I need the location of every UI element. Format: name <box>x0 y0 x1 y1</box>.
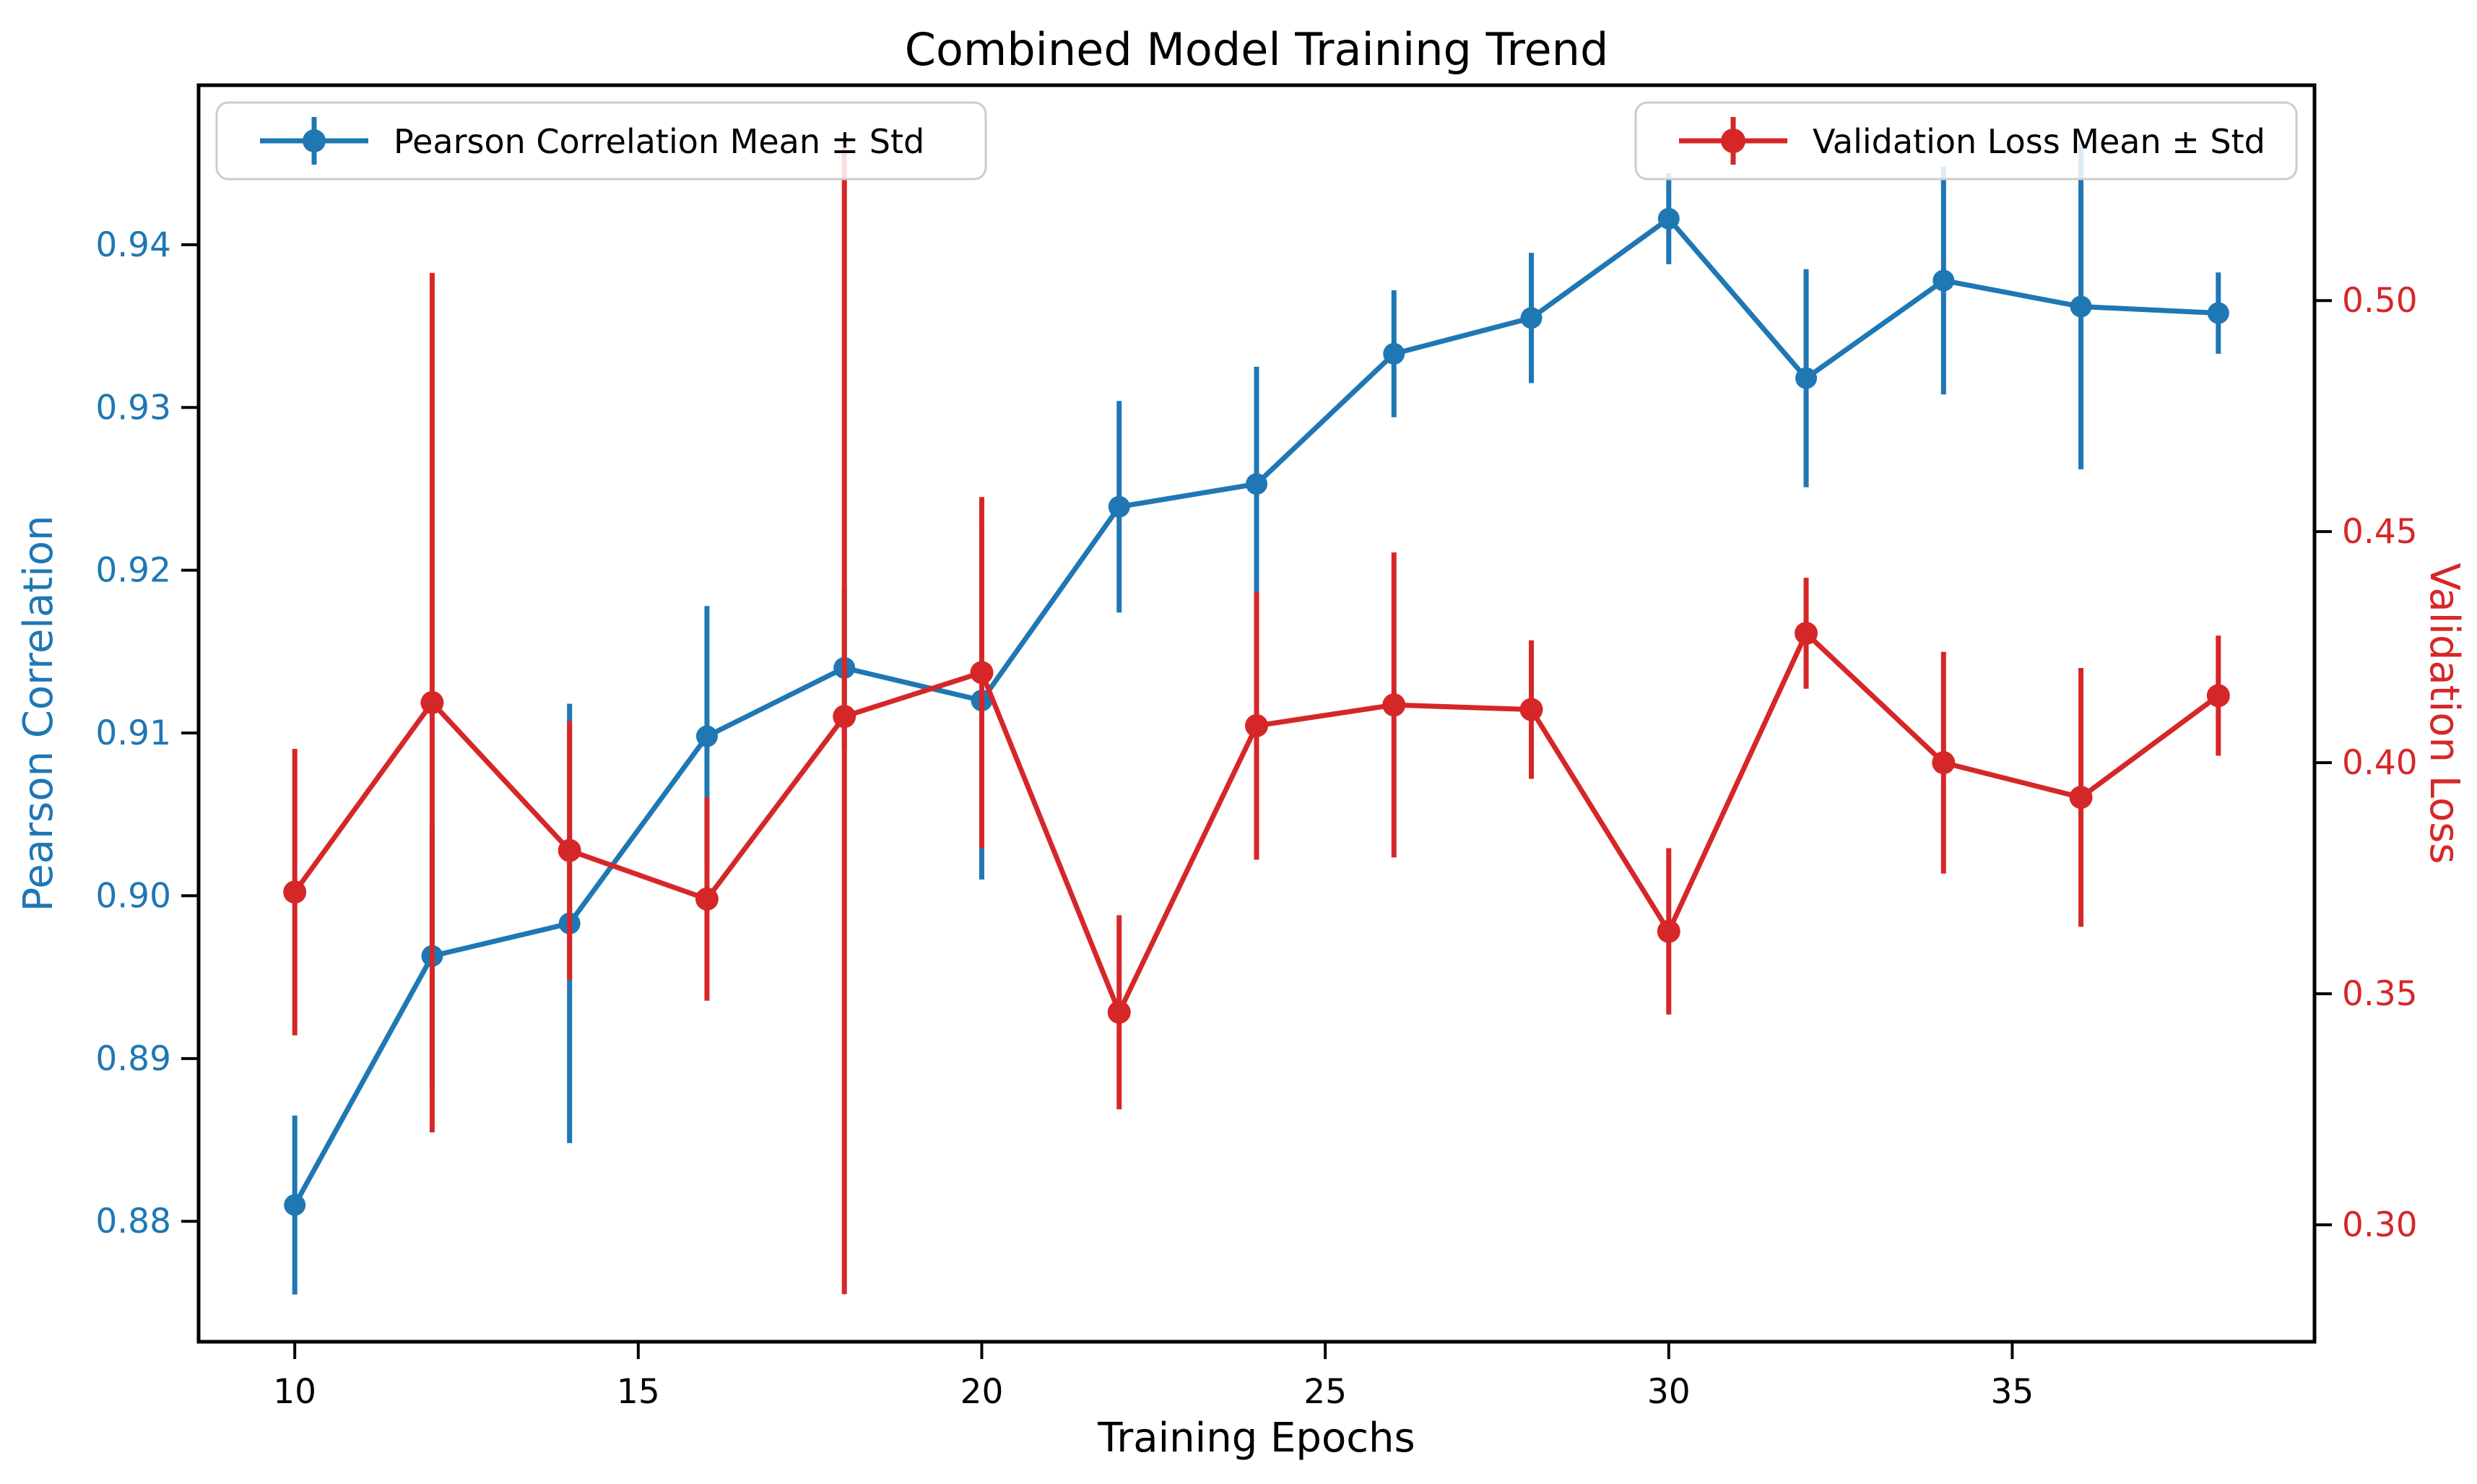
x-tick-label: 25 <box>1303 1372 1347 1412</box>
data-point-marker <box>2207 302 2229 324</box>
data-point-marker <box>1932 269 1955 292</box>
data-point-marker <box>1383 342 1405 365</box>
x-axis-ticks: 10 15 20 25 30 35 <box>273 1342 2034 1412</box>
legend-pearson-box <box>215 101 987 181</box>
data-point-marker <box>420 690 444 714</box>
y-left-tick-label: 0.88 <box>95 1202 171 1241</box>
legend-pearson: Pearson Correlation Mean ± Std <box>215 101 987 181</box>
y-axis-left-label: Pearson Correlation <box>15 515 62 911</box>
y-right-tick-label: 0.50 <box>2342 281 2418 321</box>
y-left-tick-label: 0.93 <box>95 388 171 428</box>
data-point-marker <box>1108 495 1130 518</box>
x-tick-label: 15 <box>617 1372 660 1412</box>
data-point-marker <box>1519 698 1543 721</box>
errorbar-sample-icon <box>260 117 368 165</box>
data-point-marker <box>1245 713 1268 737</box>
y-right-tick-label: 0.45 <box>2342 512 2418 552</box>
data-point-marker <box>1520 307 1543 329</box>
data-point-marker <box>695 725 718 747</box>
x-tick-label: 10 <box>273 1372 316 1412</box>
data-point-marker <box>1795 621 1818 645</box>
data-series-layer <box>283 139 2230 1295</box>
errorbar-sample-icon <box>1679 117 1787 165</box>
legend-loss-label: Validation Loss Mean ± Std <box>1813 122 2265 161</box>
y-left-tick-label: 0.89 <box>95 1039 171 1079</box>
y-right-tick-label: 0.40 <box>2342 743 2418 783</box>
data-point-marker <box>1246 473 1267 495</box>
data-point-marker <box>1795 367 1818 389</box>
data-point-marker <box>1382 693 1406 717</box>
data-point-marker <box>2069 786 2093 810</box>
y-left-tick-label: 0.94 <box>95 225 171 265</box>
data-point-marker <box>2206 684 2230 708</box>
y-axis-right-label: Validation Loss <box>2421 563 2468 864</box>
legend-loss: Validation Loss Mean ± Std <box>1634 101 2298 181</box>
data-point-marker <box>1932 751 1956 775</box>
y-right-tick-label: 0.35 <box>2342 974 2418 1014</box>
x-tick-label: 30 <box>1647 1372 1691 1412</box>
data-point-marker <box>1657 207 1680 230</box>
data-point-marker <box>284 1194 306 1216</box>
series-loss <box>283 139 2230 1295</box>
legend-loss-box <box>1634 101 2298 181</box>
y-left-tick-label: 0.92 <box>95 551 171 591</box>
data-point-marker <box>1107 1000 1131 1024</box>
x-tick-label: 35 <box>1991 1372 2034 1412</box>
y-axis-left-ticks: 0.88 0.89 0.90 0.91 0.92 0.93 0.94 <box>95 225 199 1241</box>
data-point-marker <box>833 705 856 729</box>
data-point-marker <box>558 838 581 862</box>
data-point-marker <box>695 887 719 911</box>
y-axis-right-ticks: 0.30 0.35 0.40 0.45 0.50 <box>2315 281 2418 1245</box>
x-tick-label: 20 <box>960 1372 1004 1412</box>
chart-title: Combined Model Training Trend <box>905 23 1609 76</box>
data-point-marker <box>283 880 307 904</box>
data-point-marker <box>2070 295 2092 318</box>
y-left-tick-label: 0.91 <box>95 713 171 753</box>
x-axis-label: Training Epochs <box>1097 1415 1415 1462</box>
y-left-tick-label: 0.90 <box>95 876 171 916</box>
data-point-marker <box>970 661 994 685</box>
data-point-marker <box>1657 919 1680 943</box>
legend-pearson-label: Pearson Correlation Mean ± Std <box>394 122 924 161</box>
y-right-tick-label: 0.30 <box>2342 1205 2418 1245</box>
